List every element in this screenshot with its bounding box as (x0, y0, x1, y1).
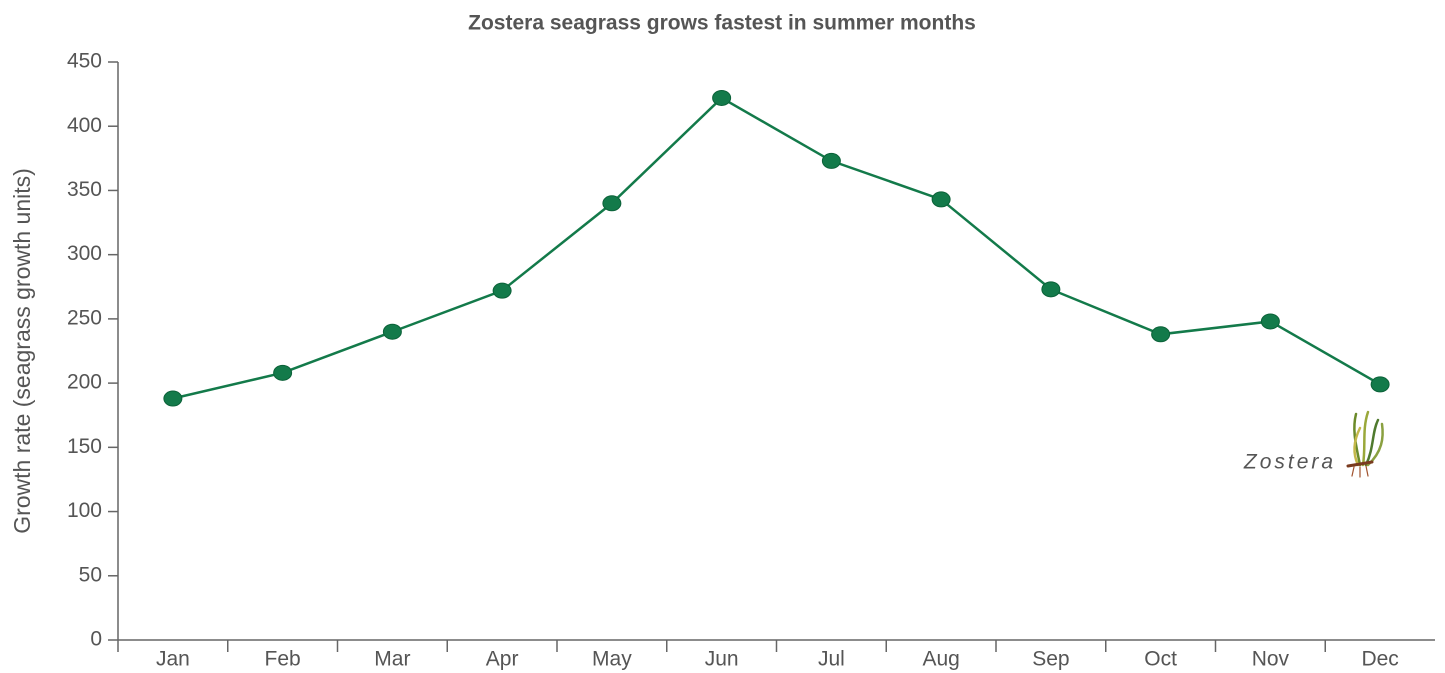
x-tick-label: Dec (1361, 648, 1398, 671)
point (383, 324, 401, 339)
x-tick-label: Sep (1032, 648, 1069, 671)
y-tick-label: 200 (67, 371, 102, 394)
point (274, 365, 292, 380)
point (164, 391, 182, 406)
x-tick-label: Jun (705, 648, 739, 671)
y-tick-label: 50 (79, 563, 102, 586)
y-tick-label: 400 (67, 114, 102, 137)
series-line (173, 98, 1380, 399)
chart: Zostera seagrass grows fastest in summer… (0, 0, 1445, 673)
seagrass-icon (1348, 412, 1383, 477)
x-tick-label: Mar (374, 648, 410, 671)
y-tick-label: 350 (67, 178, 102, 201)
point (1371, 377, 1389, 392)
x-tick-label: Aug (922, 648, 959, 671)
x-tick-label: Oct (1144, 648, 1177, 671)
x-tick-label: Apr (486, 648, 519, 671)
point (603, 196, 621, 211)
point (1152, 327, 1170, 342)
point (822, 153, 840, 168)
point (1042, 282, 1060, 297)
point (932, 192, 950, 207)
point (1261, 314, 1279, 329)
y-tick-label: 0 (90, 628, 102, 651)
x-tick-label: Nov (1252, 648, 1290, 671)
annotation: Zostera (1243, 451, 1336, 474)
point (713, 90, 731, 105)
x-tick-label: May (592, 648, 632, 671)
y-tick-label: 100 (67, 499, 102, 522)
page: {"chart_data": {"type": "line", "title":… (0, 0, 1445, 673)
x-tick-label: Jan (156, 648, 190, 671)
point (493, 283, 511, 298)
y-axis-label: Growth rate (seagrass growth units) (9, 168, 35, 534)
chart-title: Zostera seagrass grows fastest in summer… (468, 12, 976, 35)
x-tick-label: Feb (265, 648, 301, 671)
y-tick-label: 450 (67, 50, 102, 73)
y-tick-label: 150 (67, 435, 102, 458)
y-tick-label: 250 (67, 306, 102, 329)
x-tick-label: Jul (818, 648, 845, 671)
y-tick-label: 300 (67, 242, 102, 265)
